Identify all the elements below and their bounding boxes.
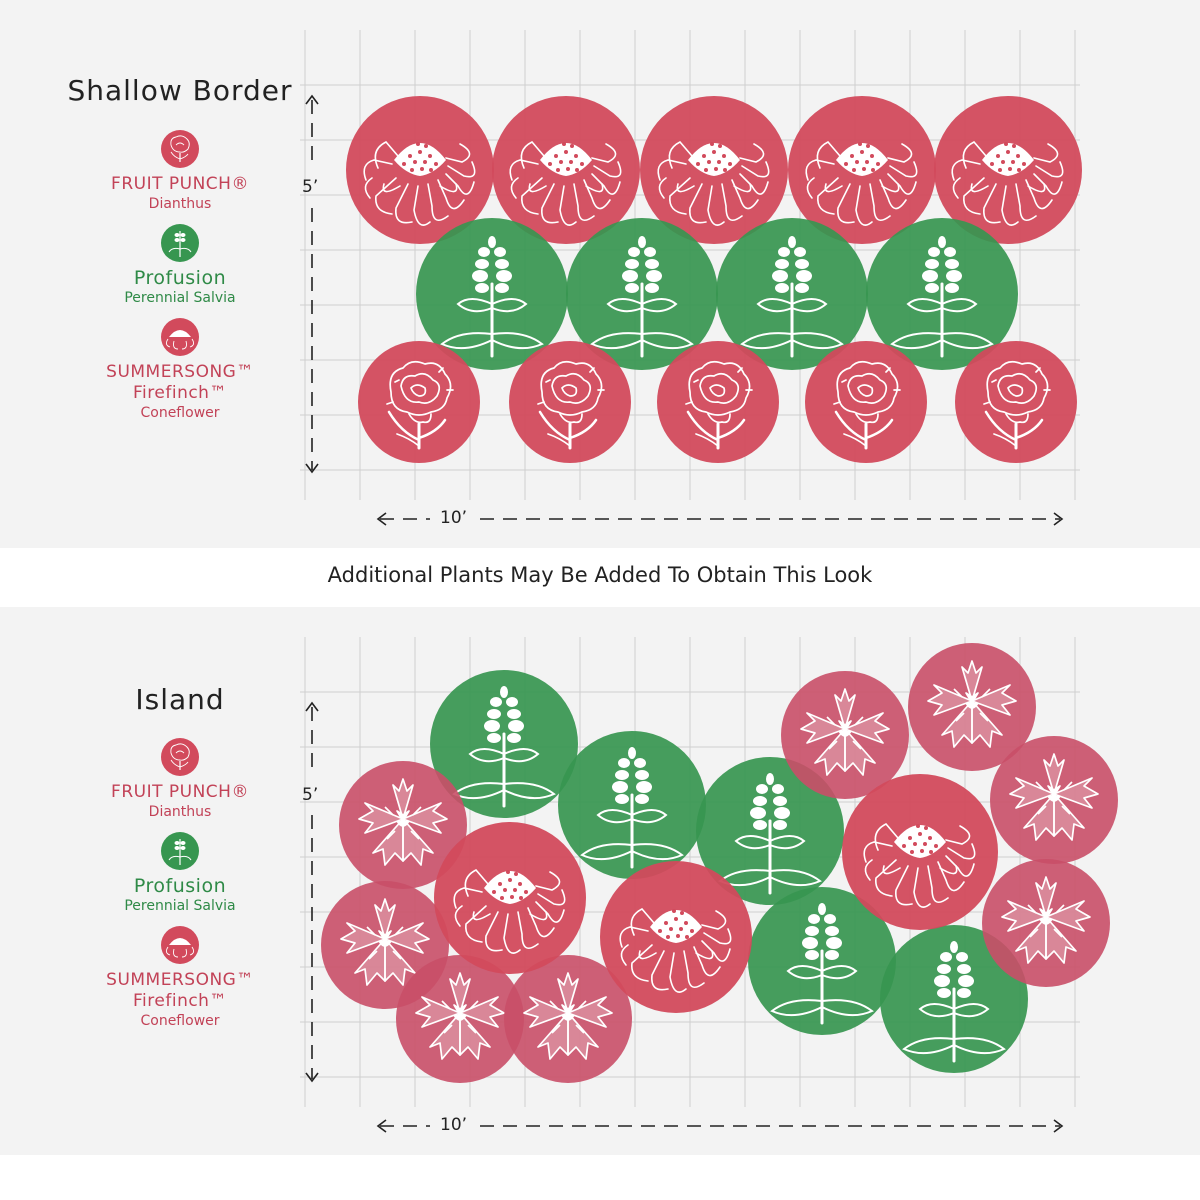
legend-sub: Dianthus xyxy=(148,804,212,820)
legend-name: FRUIT PUNCH® xyxy=(111,174,249,194)
dianthus-plant xyxy=(504,955,632,1083)
legend-item-dianthus: FRUIT PUNCH® Dianthus xyxy=(40,130,320,213)
salvia-plant xyxy=(748,887,896,1035)
caption: Additional Plants May Be Added To Obtain… xyxy=(327,563,873,587)
plan-title: Island xyxy=(135,683,225,716)
coneflower-plant xyxy=(346,96,494,244)
coneflower-plant xyxy=(600,861,752,1013)
dianthus-plant xyxy=(805,341,927,463)
width-label: 10’ xyxy=(436,1115,472,1135)
salvia-plant xyxy=(696,757,844,905)
coneflower-plant xyxy=(640,96,788,244)
shallow-border-panel: Shallow Border FRUIT PUNCH® Dianthus Pro… xyxy=(0,0,1200,548)
legend-sub: Coneflower xyxy=(140,1013,220,1029)
coneflower-plant xyxy=(434,822,586,974)
coneflower-plant xyxy=(842,774,998,930)
dianthus-icon xyxy=(161,130,199,168)
legend-item-salvia: Profusion Perennial Salvia xyxy=(40,832,320,915)
legend-sub: Perennial Salvia xyxy=(124,290,236,306)
legend-item-salvia: Profusion Perennial Salvia xyxy=(40,224,320,307)
dianthus-plant xyxy=(509,341,631,463)
salvia-plant xyxy=(866,218,1018,370)
dianthus-plant xyxy=(339,761,467,889)
height-dimension-line xyxy=(305,701,319,1083)
salvia-plant xyxy=(566,218,718,370)
dianthus-plant xyxy=(358,341,480,463)
legend-item-coneflower: SUMMERSONG™ Firefinch™ Coneflower xyxy=(40,318,320,422)
width-dimension-line xyxy=(376,512,1064,526)
dianthus-plant xyxy=(955,341,1077,463)
width-label: 10’ xyxy=(436,508,472,528)
dianthus-plant xyxy=(781,671,909,799)
coneflower-plant xyxy=(492,96,640,244)
legend-sub: Coneflower xyxy=(140,405,220,421)
legend-name: Profusion xyxy=(133,875,227,897)
plan-title: Shallow Border xyxy=(67,74,293,107)
legend-name-2: Firefinch™ xyxy=(133,991,227,1011)
legend-item-coneflower: SUMMERSONG™ Firefinch™ Coneflower xyxy=(40,926,320,1030)
salvia-plant xyxy=(416,218,568,370)
coneflower-plant xyxy=(934,96,1082,244)
legend-name: SUMMERSONG™ xyxy=(106,362,254,382)
dianthus-plant xyxy=(982,859,1110,987)
dianthus-plant xyxy=(908,643,1036,771)
legend-name: SUMMERSONG™ xyxy=(106,970,254,990)
dianthus-icon xyxy=(161,738,199,776)
salvia-plant xyxy=(716,218,868,370)
island-plan xyxy=(300,637,1118,1133)
dianthus-plant xyxy=(396,955,524,1083)
height-dimension-line xyxy=(305,94,319,474)
island-panel: Island FRUIT PUNCH® Dianthus Profusion P… xyxy=(0,607,1200,1155)
legend-name-2: Firefinch™ xyxy=(133,383,227,403)
salvia-icon xyxy=(161,224,199,262)
dianthus-plant xyxy=(657,341,779,463)
shallow-border-plan xyxy=(300,30,1082,526)
width-dimension-line xyxy=(376,1119,1064,1133)
legend-item-dianthus: FRUIT PUNCH® Dianthus xyxy=(40,738,320,821)
legend-name: Profusion xyxy=(133,267,227,289)
legend-sub: Perennial Salvia xyxy=(124,898,236,914)
salvia-icon xyxy=(161,832,199,870)
coneflower-plant xyxy=(788,96,936,244)
legend-name: FRUIT PUNCH® xyxy=(111,782,249,802)
height-label: 5’ xyxy=(302,177,319,197)
salvia-plant xyxy=(430,670,578,818)
salvia-plant xyxy=(880,925,1028,1073)
legend-sub: Dianthus xyxy=(148,196,212,212)
dianthus-plant xyxy=(990,736,1118,864)
coneflower-icon xyxy=(161,926,199,964)
coneflower-icon xyxy=(161,318,199,356)
height-label: 5’ xyxy=(302,785,319,805)
salvia-plant xyxy=(558,731,706,879)
